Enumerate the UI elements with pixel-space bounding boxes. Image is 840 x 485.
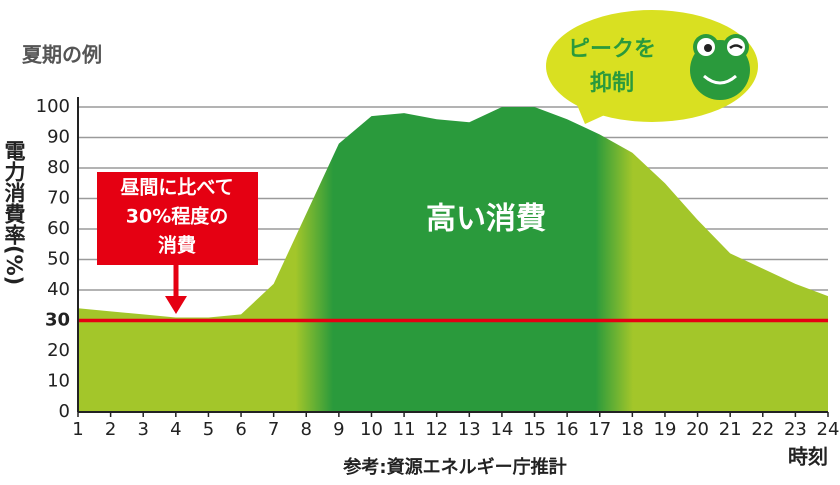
x-tick-label: 5 xyxy=(203,419,214,440)
y-tick-label: 50 xyxy=(47,249,70,270)
y-tick-label: 10 xyxy=(47,371,70,392)
note-text: 消費 xyxy=(158,234,196,257)
x-tick-label: 1 xyxy=(72,419,83,440)
x-tick-label: 23 xyxy=(784,419,807,440)
chart-title: 夏期の例 xyxy=(22,43,102,67)
y-axis-label: 電力消費率(%) xyxy=(2,140,26,285)
x-tick-label: 21 xyxy=(719,419,742,440)
x-tick-label: 19 xyxy=(654,419,677,440)
y-tick-label: 20 xyxy=(47,340,70,361)
note-box xyxy=(97,172,258,265)
y-tick-label: 60 xyxy=(47,218,70,239)
x-tick-label: 15 xyxy=(523,419,546,440)
bubble-text: 抑制 xyxy=(590,70,634,96)
x-tick-label: 12 xyxy=(425,419,448,440)
source-note: 参考:資源エネルギー庁推計 xyxy=(342,456,566,478)
x-tick-label: 13 xyxy=(458,419,481,440)
bubble-text: ピークを xyxy=(568,37,656,62)
y-tick-label: 0 xyxy=(59,401,70,422)
note-text: 昼間に比べて xyxy=(120,177,233,199)
x-tick-label: 8 xyxy=(301,419,312,440)
peak-label: 高い消費 xyxy=(426,202,546,237)
x-tick-label: 14 xyxy=(490,419,513,440)
x-tick-label: 10 xyxy=(360,419,383,440)
x-tick-label: 3 xyxy=(137,419,148,440)
x-tick-label: 16 xyxy=(556,419,579,440)
peak-bubble: ピークを 抑制 xyxy=(546,10,758,124)
area xyxy=(78,107,828,412)
x-tick-label: 2 xyxy=(105,419,116,440)
y-tick-label: 70 xyxy=(47,188,70,209)
x-tick-label: 17 xyxy=(588,419,611,440)
x-tick-label: 11 xyxy=(393,419,416,440)
y-tick-label: 80 xyxy=(47,157,70,178)
x-tick-label: 24 xyxy=(817,419,840,440)
x-tick-label: 20 xyxy=(686,419,709,440)
x-tick-label: 18 xyxy=(621,419,644,440)
low-note: 昼間に比べて 30%程度の 消費 xyxy=(97,172,258,314)
frog-icon xyxy=(690,34,750,100)
x-tick-label: 22 xyxy=(751,419,774,440)
y-tick-label: 40 xyxy=(47,279,70,300)
y-tick-label: 30 xyxy=(45,310,70,331)
y-tick-label: 90 xyxy=(47,127,70,148)
x-tick-label: 6 xyxy=(235,419,246,440)
x-tick-label: 9 xyxy=(333,419,344,440)
x-tick-label: 7 xyxy=(268,419,279,440)
x-tick-label: 4 xyxy=(170,419,181,440)
x-axis-label: 時刻 xyxy=(788,445,828,469)
note-text: 30%程度の xyxy=(126,205,228,228)
note-arrowhead xyxy=(165,296,187,314)
y-tick-label: 100 xyxy=(36,96,70,117)
